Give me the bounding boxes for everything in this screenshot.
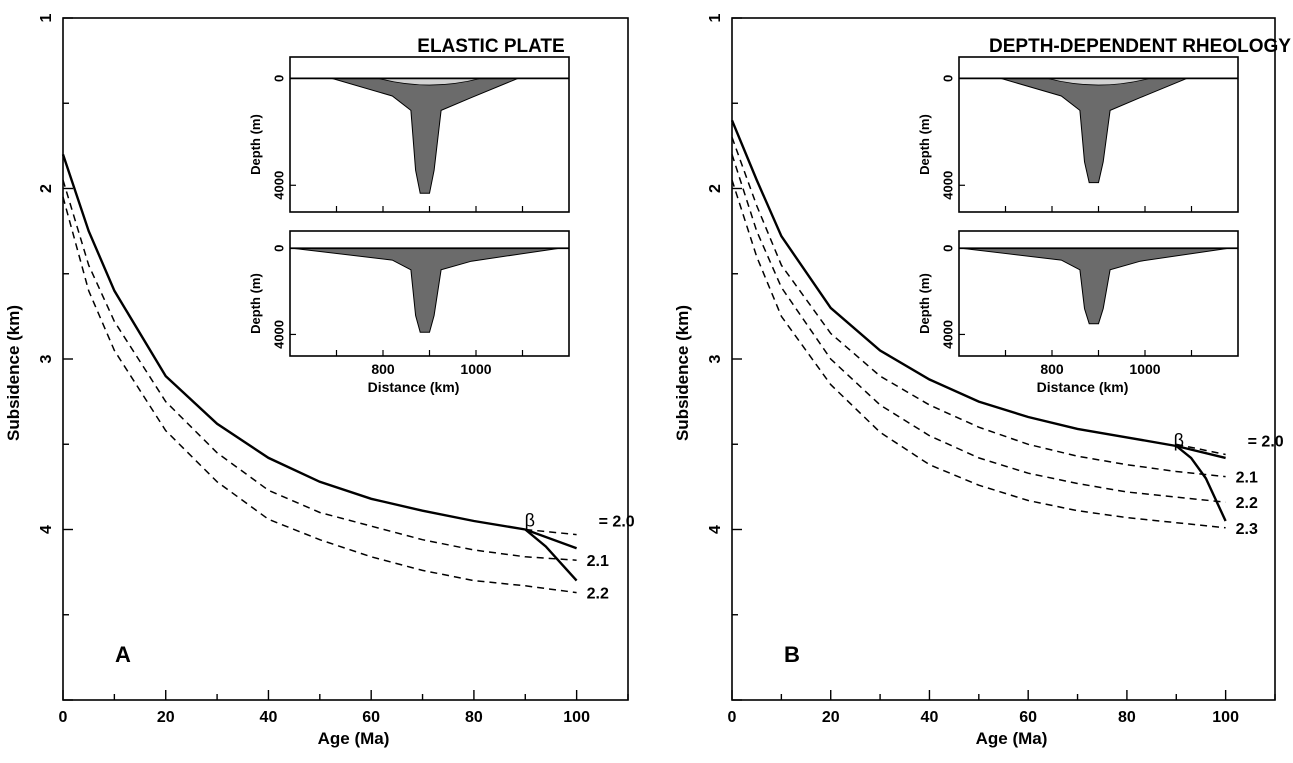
x-tick-label: 80 [1118,709,1136,726]
inset-x-tick-label: 800 [371,361,395,377]
y-tick-label: 2 [707,184,724,193]
inset-y-tick-label: 0 [940,75,955,82]
y-tick-label: 1 [38,13,55,22]
inset-y-axis-label: Depth (m) [917,114,932,175]
series-line [61,154,578,550]
basin-fill [1000,77,1187,184]
inset-x-axis-label: Distance (km) [368,379,460,395]
series-line [731,137,1226,478]
x-tick-label: 100 [1212,709,1239,726]
x-tick-label: 40 [921,709,939,726]
panel-letter: A [115,642,131,667]
inset-panel: 0 4000 Depth (m) [917,230,1239,357]
y-axis-label: Subsidence (km) [4,305,23,441]
beta-symbol: β [525,511,535,531]
series-line [731,154,1226,503]
x-tick-label: 20 [822,709,840,726]
inset-y-tick-label: 0 [271,75,286,82]
x-tick-label: 40 [260,709,278,726]
y-tick-label: 3 [38,354,55,363]
series-label: 2.2 [587,586,609,603]
x-axis-label: Age (Ma) [976,729,1048,748]
y-tick-label: 3 [707,354,724,363]
inset-panel: 0 4000 Depth (m) [248,56,570,213]
x-tick-label: 60 [1019,709,1037,726]
series-label: = 2.0 [1248,433,1284,450]
panel-letter: B [784,642,800,667]
x-tick-label: 80 [465,709,483,726]
basin-fill [292,247,560,333]
inset-y-axis-label: Depth (m) [248,114,263,175]
series-line [62,196,577,594]
inset-y-tick-label: 0 [271,245,286,252]
series-line [1175,445,1227,522]
inset-x-tick-label: 1000 [460,361,491,377]
series-label: = 2.0 [599,514,635,531]
x-tick-label: 0 [59,709,68,726]
panel-b: 0 20 40 60 80 100 1 2 3 4 Age (Ma) Subsidence (km) B… [673,13,1291,748]
y-tick-label: 2 [38,184,55,193]
series-label: 2.2 [1236,495,1258,512]
series-line [524,528,578,582]
inset-x-tick-label: 1000 [1129,361,1160,377]
beta-symbol: β [1174,430,1184,450]
x-tick-label: 0 [728,709,737,726]
y-tick-label: 4 [38,525,55,534]
inset-y-axis-label: Depth (m) [248,273,263,334]
inset-x-axis-label: Distance (km) [1037,379,1129,395]
basin-fill [331,77,519,194]
series-line [731,179,1226,529]
y-axis-label: Subsidence (km) [673,305,692,441]
inset-y-tick-label: 4000 [271,320,286,349]
x-tick-label: 20 [157,709,175,726]
inset-x-tick-label: 800 [1040,361,1064,377]
inset-y-tick-label: 4000 [940,320,955,349]
series-line [62,179,577,561]
panel-a: 0 20 40 60 80 100 1 2 3 4 Age (Ma) Subsidence (km) A… [4,13,635,748]
y-tick-label: 1 [707,13,724,22]
series-line [525,528,577,536]
y-tick-label: 4 [707,525,724,534]
inset-y-tick-label: 0 [940,245,955,252]
inset-panel: 0 4000 Depth (m) [917,56,1239,213]
inset-y-axis-label: Depth (m) [917,273,932,334]
inset-y-tick-label: 4000 [940,171,955,200]
series-label: 2.3 [1236,521,1258,538]
series-line [1176,443,1226,456]
x-tick-label: 60 [362,709,380,726]
basin-fill [961,247,1229,325]
inset-y-tick-label: 4000 [271,171,286,200]
x-axis-label: Age (Ma) [318,729,390,748]
chart-title: DEPTH-DEPENDENT RHEOLOGY [989,36,1291,57]
chart-title: ELASTIC PLATE [417,36,564,57]
inset-panel: 0 4000 Depth (m) [248,230,570,357]
series-label: 2.1 [1236,470,1258,487]
series-label: 2.1 [587,553,609,570]
x-tick-label: 100 [563,709,590,726]
series-line [730,119,1226,460]
